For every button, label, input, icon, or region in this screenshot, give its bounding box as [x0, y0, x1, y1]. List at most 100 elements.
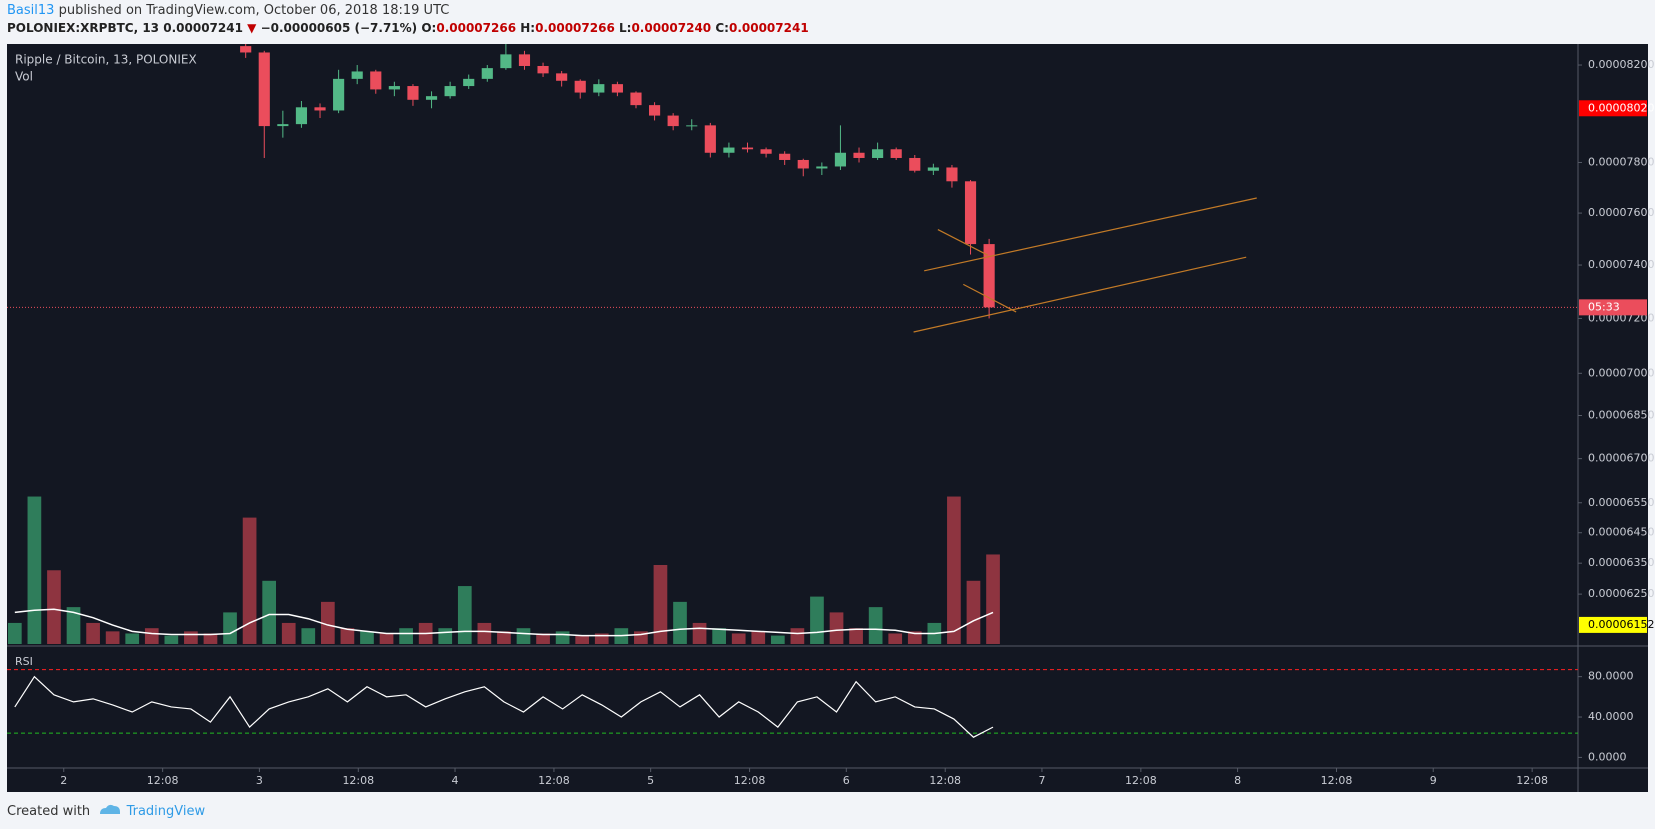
h-label: H:: [520, 21, 536, 35]
volume-bar: [966, 580, 981, 644]
publish-line: Basil13 published on TradingView.com, Oc…: [7, 3, 449, 18]
candle-body: [686, 125, 698, 127]
candle-body: [240, 46, 252, 53]
volume-bar: [360, 631, 374, 644]
price-tag-label: 05:33: [1588, 300, 1620, 313]
ticker-line: POLONIEX:XRPBTC, 13 0.00007241 ▼ −0.0000…: [7, 21, 809, 35]
candle-body: [927, 167, 939, 171]
price-tag: [1579, 100, 1647, 117]
candle-body: [834, 152, 847, 167]
x-tick-label: 4: [452, 774, 459, 787]
candle-body: [704, 125, 716, 153]
y-tick-label: 0.00006700: [1588, 452, 1654, 465]
x-tick-label: 5: [647, 774, 654, 787]
candle-body: [723, 147, 735, 153]
candle-body: [779, 153, 791, 160]
volume-bar: [868, 607, 883, 644]
candle-body: [741, 147, 754, 150]
candle-body: [946, 167, 958, 182]
volume-bar: [770, 635, 785, 644]
x-tick-label: 6: [843, 774, 850, 787]
candle-body: [444, 86, 456, 97]
candle-body: [425, 96, 438, 100]
volume-bar: [457, 586, 472, 644]
volume-bar: [66, 607, 81, 644]
logo: [100, 804, 121, 814]
volume-bar: [947, 496, 961, 644]
volume-bar: [692, 622, 707, 644]
last-price: 0.00007241: [163, 21, 243, 35]
volume-bar: [203, 633, 218, 644]
volume-bar: [86, 622, 100, 644]
volume-bar: [184, 631, 198, 644]
candle-body: [964, 181, 977, 245]
price-tag-label: 0.00008020: [1588, 101, 1654, 114]
low: 0.00007240: [631, 21, 712, 35]
created-with: Created with: [7, 804, 91, 819]
volume-bar: [575, 635, 590, 644]
volume-bar: [555, 631, 570, 644]
footer: Created with TradingView: [7, 801, 205, 819]
x-tick-label: 12:08: [342, 774, 374, 787]
candle-body: [258, 52, 270, 127]
y-tick-label: 40.0000: [1588, 710, 1634, 723]
volume-bar: [888, 633, 903, 644]
author[interactable]: Basil13: [7, 3, 55, 18]
candle-body: [518, 54, 531, 66]
price-tag: [1579, 299, 1647, 316]
volume-title: Vol: [15, 70, 33, 84]
candle-body: [853, 152, 865, 158]
x-tick-label: 7: [1038, 774, 1045, 787]
volume-bar: [281, 622, 296, 644]
candle-body: [593, 84, 605, 93]
volume-ma: [14, 608, 994, 637]
candle-body: [333, 78, 345, 111]
brand[interactable]: TradingView: [126, 804, 206, 819]
volume-bar: [653, 565, 668, 644]
trendline: [937, 229, 988, 256]
y-tick-label: 0.00006850: [1588, 409, 1654, 422]
high: 0.00007266: [535, 21, 615, 35]
price-pane: [240, 44, 1257, 333]
rsi-title: RSI: [15, 655, 33, 668]
volume-bar: [242, 517, 257, 644]
volume-bar: [986, 554, 1000, 644]
candle-body: [370, 71, 382, 90]
y-tick-label: 80.0000: [1588, 670, 1634, 683]
volume-bar: [477, 622, 492, 644]
candle-body: [909, 157, 921, 171]
volume-bar: [751, 631, 766, 644]
y-tick-label: 0.00006450: [1588, 526, 1654, 539]
volume-bar: [438, 628, 453, 644]
candle-body: [760, 149, 772, 154]
trendline: [963, 283, 1017, 313]
volume-bar: [399, 628, 413, 644]
candle-body: [537, 65, 549, 74]
candle-body: [407, 86, 419, 100]
volume-bar: [379, 633, 394, 644]
volume-bar: [105, 631, 120, 644]
candle-body: [277, 124, 289, 127]
candle-body: [611, 84, 623, 93]
candle-body: [872, 149, 884, 158]
volume-bar: [47, 570, 61, 644]
volume-bar: [731, 633, 746, 644]
volume-bar: [301, 628, 316, 644]
trendline: [924, 197, 1257, 272]
x-tick-label: 12:08: [734, 774, 766, 787]
x-tick-label: 2: [60, 774, 67, 787]
rsi-line: [14, 675, 994, 738]
x-tick-label: 12:08: [538, 774, 570, 787]
candle-body: [667, 115, 679, 127]
y-tick-label: 0.00007800: [1588, 155, 1654, 168]
volume-bar: [144, 628, 159, 644]
candle-body: [574, 80, 586, 93]
volume-bar: [907, 631, 922, 644]
candle-body: [388, 86, 400, 90]
x-tick-label: 12:08: [1321, 774, 1353, 787]
candle-body: [351, 71, 363, 79]
trendline: [913, 256, 1247, 333]
candle-body: [481, 68, 493, 79]
chart-title: Ripple / Bitcoin, 13, POLONIEX: [15, 53, 197, 67]
